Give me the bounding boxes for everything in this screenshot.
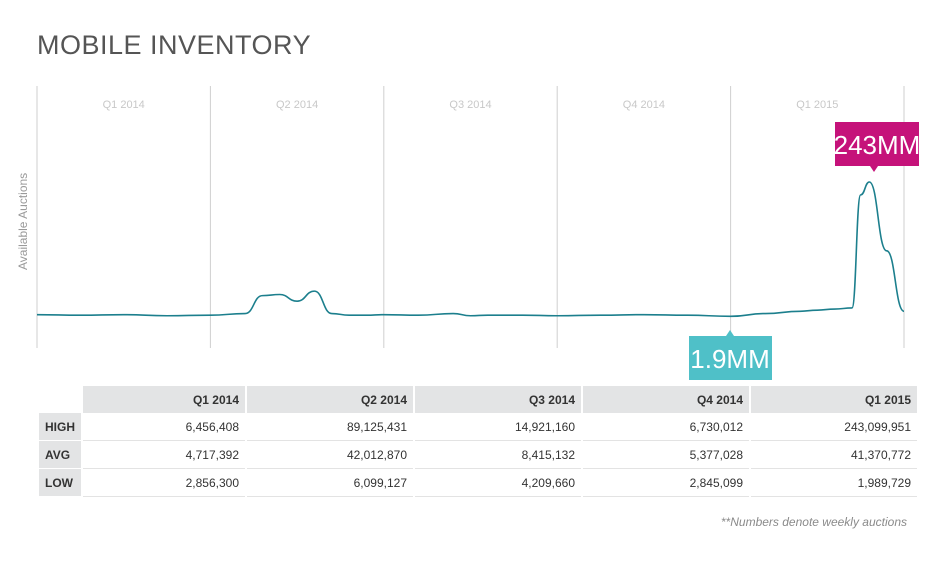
low-callout-box (689, 336, 772, 380)
row-label: LOW (39, 469, 81, 497)
quarter-label: Q4 2014 (623, 99, 665, 111)
table-cell: 6,099,127 (247, 469, 413, 497)
table-row-low: LOW 2,856,300 6,099,127 4,209,660 2,845,… (39, 469, 917, 497)
high-callout-label: 243MM (834, 130, 921, 160)
table-cell: 243,099,951 (751, 413, 917, 441)
high-callout-pointer (870, 166, 878, 172)
quarter-label: Q1 2015 (796, 99, 838, 111)
series-line (36, 181, 905, 318)
y-axis-label: Available Auctions (16, 173, 30, 270)
low-callout: 1.9MM (689, 330, 772, 380)
column-header: Q4 2014 (583, 386, 749, 413)
table-header-row: Q1 2014 Q2 2014 Q3 2014 Q4 2014 Q1 2015 (39, 386, 917, 413)
table-row-high: HIGH 6,456,408 89,125,431 14,921,160 6,7… (39, 413, 917, 441)
page-title: MOBILE INVENTORY (37, 30, 312, 60)
quarter-labels: Q1 2014 Q2 2014 Q3 2014 Q4 2014 Q1 2015 (103, 99, 839, 111)
row-label: AVG (39, 441, 81, 469)
stats-table: Q1 2014 Q2 2014 Q3 2014 Q4 2014 Q1 2015 … (37, 386, 919, 497)
column-header: Q1 2014 (83, 386, 245, 413)
table-cell: 14,921,160 (415, 413, 581, 441)
column-header: Q1 2015 (751, 386, 917, 413)
line-chart: Q1 2014 Q2 2014 Q3 2014 Q4 2014 Q1 2015 Avai… (16, 86, 921, 380)
table-corner (39, 386, 81, 413)
row-label: HIGH (39, 413, 81, 441)
column-header: Q3 2014 (415, 386, 581, 413)
table-cell: 8,415,132 (415, 441, 581, 469)
table-cell: 2,856,300 (83, 469, 245, 497)
table-cell: 5,377,028 (583, 441, 749, 469)
quarter-gridlines (36, 86, 905, 348)
table-cell: 1,989,729 (751, 469, 917, 497)
low-callout-pointer (726, 330, 734, 336)
table-cell: 6,730,012 (583, 413, 749, 441)
quarter-label: Q1 2014 (103, 99, 145, 111)
table-row-avg: AVG 4,717,392 42,012,870 8,415,132 5,377… (39, 441, 917, 469)
table-cell: 4,209,660 (415, 469, 581, 497)
high-callout-box (835, 122, 919, 166)
quarter-label: Q2 2014 (276, 99, 318, 111)
table-cell: 6,456,408 (83, 413, 245, 441)
column-header: Q2 2014 (247, 386, 413, 413)
table-cell: 89,125,431 (247, 413, 413, 441)
low-callout-label: 1.9MM (690, 344, 769, 374)
table-cell: 42,012,870 (247, 441, 413, 469)
table-cell: 41,370,772 (751, 441, 917, 469)
table-cell: 2,845,099 (583, 469, 749, 497)
high-callout: 243MM (834, 122, 921, 172)
table-cell: 4,717,392 (83, 441, 245, 469)
quarter-label: Q3 2014 (449, 99, 491, 111)
footnote: **Numbers denote weekly auctions (720, 515, 907, 529)
